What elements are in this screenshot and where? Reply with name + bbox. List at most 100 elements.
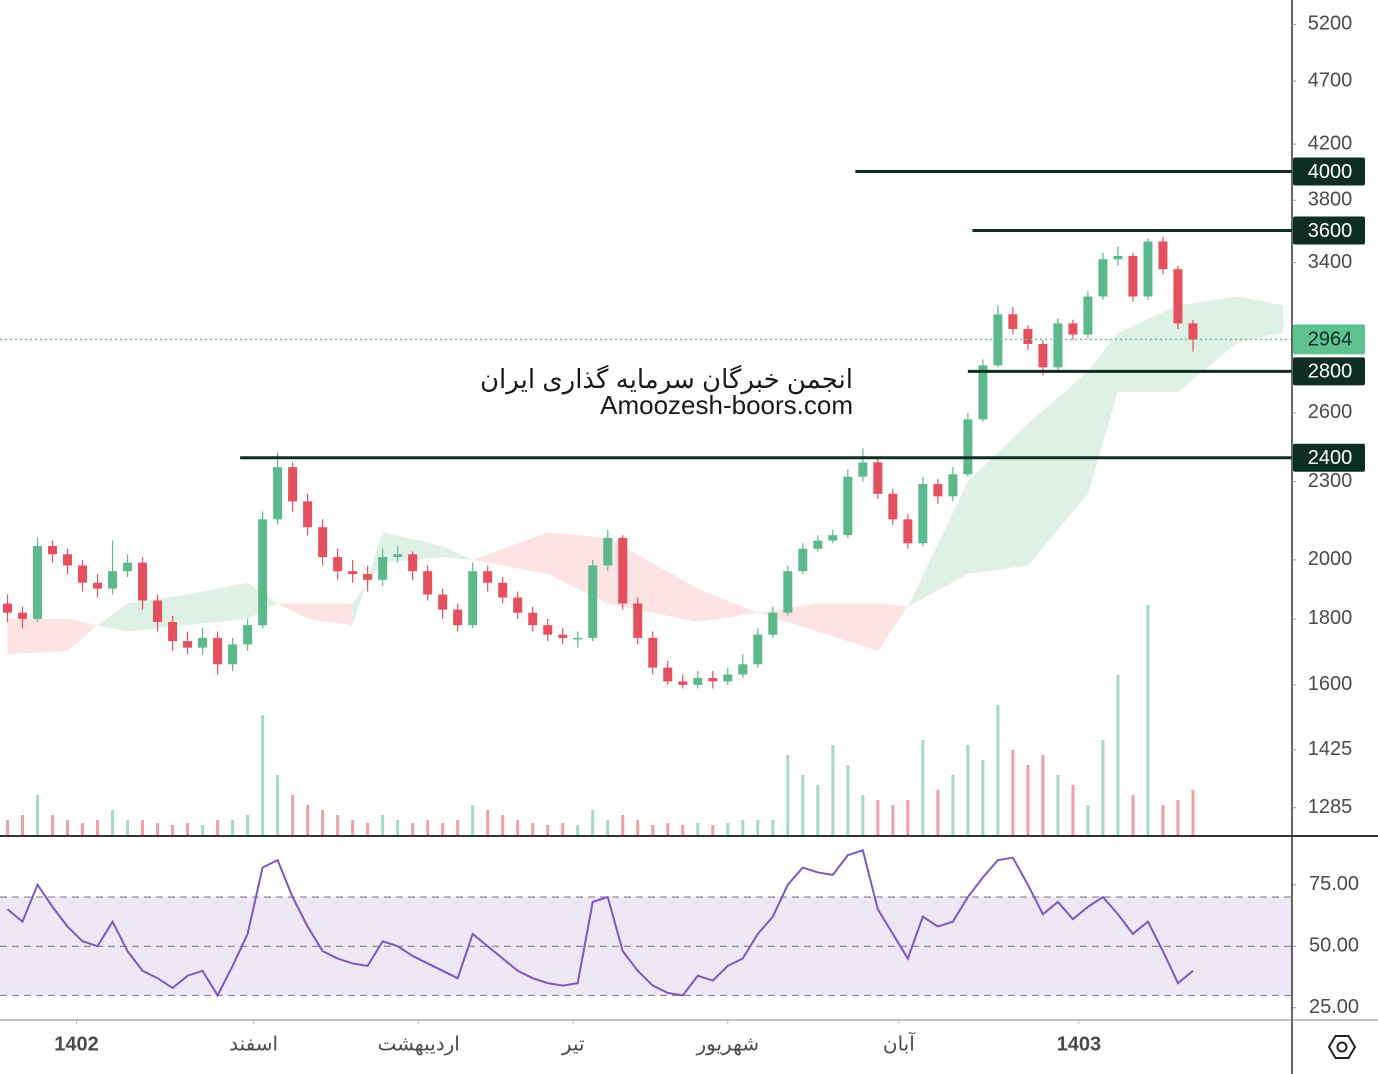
level-tag xyxy=(1293,157,1365,186)
volume-bar xyxy=(1026,765,1030,835)
candle-layer xyxy=(3,236,1198,689)
cloud-segment xyxy=(277,603,308,619)
y-tick-label: 1600 xyxy=(1308,673,1353,695)
candle-body xyxy=(258,519,268,626)
volume-bar xyxy=(111,810,115,835)
level-label: 3600 xyxy=(1308,220,1353,242)
volume-bar xyxy=(396,820,400,835)
candle-body xyxy=(753,634,763,665)
candle-body xyxy=(678,681,688,685)
candle-body xyxy=(1128,255,1138,297)
volume-bar xyxy=(741,820,745,835)
volume-bar xyxy=(6,820,10,835)
x-tick-label: 1403 xyxy=(1057,1033,1102,1055)
settings-circle xyxy=(1336,1041,1348,1053)
cloud-segment xyxy=(1027,371,1088,566)
volume-bar xyxy=(426,820,430,835)
volume-bar xyxy=(336,815,340,835)
watermark-en: Amoozesh-boors.com xyxy=(600,390,853,420)
volume-bar xyxy=(51,815,55,835)
candle-body xyxy=(603,537,613,566)
candle-body xyxy=(363,574,373,580)
candle-body xyxy=(1143,241,1153,297)
cloud-segment xyxy=(1237,296,1283,343)
cloud-segment xyxy=(307,603,353,626)
volume-bar xyxy=(1131,795,1135,835)
candle-body xyxy=(573,637,583,640)
y-tick-label: 4200 xyxy=(1308,132,1353,154)
y-tick-label: 1800 xyxy=(1308,607,1353,629)
candle-body xyxy=(198,637,208,648)
y-tick-label: 1425 xyxy=(1308,738,1353,760)
candle-body xyxy=(1083,296,1093,335)
volume-bar xyxy=(996,705,1000,835)
candle-body xyxy=(288,467,298,502)
candle-body xyxy=(1188,323,1198,340)
candle-body xyxy=(483,571,493,583)
settings-icon[interactable] xyxy=(1327,1035,1357,1059)
candle-body xyxy=(1173,269,1183,324)
volume-bar xyxy=(1056,775,1060,835)
candle-body xyxy=(1053,323,1063,368)
candle-body xyxy=(228,644,238,665)
volume-bar xyxy=(1116,675,1120,835)
candle-body xyxy=(153,600,163,623)
volume-bar xyxy=(771,820,775,835)
volume-bar xyxy=(276,775,280,835)
volume-bar xyxy=(861,795,865,835)
candle-body xyxy=(1098,259,1108,297)
candle-body xyxy=(468,571,478,626)
candle-body xyxy=(813,540,823,549)
volume-bar xyxy=(666,823,670,835)
candle-body xyxy=(528,612,538,626)
volume-bar xyxy=(726,823,730,835)
volume-bar xyxy=(36,795,40,835)
candle-body xyxy=(93,582,103,589)
cloud-segment xyxy=(97,603,128,632)
level-label: 2400 xyxy=(1308,447,1353,469)
volume-bar xyxy=(606,820,610,835)
volume-bar xyxy=(696,823,700,835)
x-tick-label: اردیبهشت xyxy=(377,1033,459,1055)
volume-bar xyxy=(186,823,190,835)
candle-body xyxy=(33,546,43,619)
candle-body xyxy=(348,571,358,575)
candle-body xyxy=(63,554,73,566)
candle-body xyxy=(1158,241,1168,270)
volume-bar xyxy=(81,823,85,835)
volume-bar xyxy=(846,765,850,835)
candle-body xyxy=(1068,323,1078,335)
level-label: 2800 xyxy=(1308,361,1353,383)
candle-body xyxy=(48,546,58,555)
cloud-segment xyxy=(967,423,1028,575)
volume-bar xyxy=(801,775,805,835)
y-tick-label: 2600 xyxy=(1308,401,1353,423)
volume-bar xyxy=(921,740,925,835)
volume-bar xyxy=(366,823,370,835)
volume-bar xyxy=(636,820,640,835)
candle-body xyxy=(333,557,343,572)
candle-body xyxy=(978,365,988,420)
candle-body xyxy=(888,493,898,520)
candle-body xyxy=(1113,255,1123,260)
candle-body xyxy=(183,641,193,648)
volume-bar xyxy=(381,815,385,835)
volume-bar xyxy=(1011,750,1015,835)
candle-body xyxy=(828,535,838,541)
cloud-segment xyxy=(442,546,473,560)
candle-body xyxy=(663,667,673,682)
volume-bar xyxy=(591,810,595,835)
candle-body xyxy=(408,554,418,572)
candle-body xyxy=(78,565,88,583)
cloud-segment xyxy=(907,481,968,607)
candle-body xyxy=(273,467,283,520)
candle-body xyxy=(873,462,883,494)
watermark-fa: انجمن خبرگان سرمایه گذاری ایران xyxy=(480,364,853,395)
y-tick-label: 2300 xyxy=(1308,470,1353,492)
volume-bar xyxy=(891,805,895,835)
candle-body xyxy=(303,501,313,528)
cloud-layer xyxy=(7,296,1283,655)
volume-bar xyxy=(351,820,355,835)
candle-body xyxy=(318,527,328,558)
